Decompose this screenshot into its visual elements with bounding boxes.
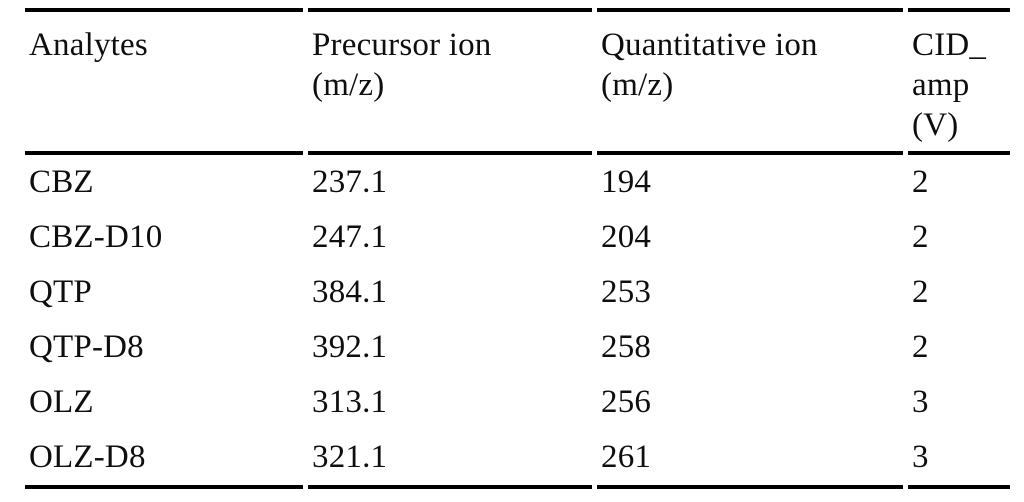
cell-analyte: QTP [29, 274, 92, 310]
cell-analyte: QTP-D8 [29, 329, 144, 365]
cell-cid: 2 [912, 219, 929, 255]
cell-cid: 2 [912, 329, 929, 365]
header-line: CID_ [912, 27, 987, 63]
column-header-precursor-ion: Precursor ion (m/z) [308, 8, 592, 155]
header-row: Analytes Precursor ion (m/z) Quantitativ… [25, 8, 1010, 155]
header-line: Precursor ion [312, 27, 492, 63]
cell-quantitative: 256 [601, 384, 652, 420]
cell-precursor: 392.1 [312, 329, 388, 365]
column-header-quantitative-ion: Quantitative ion (m/z) [597, 8, 903, 155]
cell-precursor: 237.1 [312, 164, 388, 200]
header-line: (m/z) [312, 67, 385, 103]
table-row: CBZ 237.1 194 2 [25, 155, 1010, 210]
cell-cid: 3 [908, 430, 1010, 489]
cell-precursor: 247.1 [312, 219, 388, 255]
msms-parameters-table: Analytes Precursor ion (m/z) Quantitativ… [20, 8, 1015, 489]
table-header: Analytes Precursor ion (m/z) Quantitativ… [25, 8, 1010, 155]
cell-precursor: 384.1 [312, 274, 388, 310]
cell-analyte: OLZ-D8 [25, 430, 303, 489]
table-row: OLZ-D8 321.1 261 3 [25, 430, 1010, 489]
cell-quantitative: 253 [601, 274, 652, 310]
cell-cid: 2 [912, 274, 929, 310]
header-line: Quantitative ion [601, 27, 818, 63]
cell-analyte: CBZ [29, 164, 94, 200]
header-line: amp [912, 67, 970, 103]
cell-analyte: OLZ [29, 384, 94, 420]
column-header-analytes: Analytes [25, 8, 303, 155]
cell-precursor: 321.1 [308, 430, 592, 489]
cell-quantitative: 204 [601, 219, 652, 255]
cell-quantitative: 258 [601, 329, 652, 365]
table-body: CBZ 237.1 194 2 CBZ-D10 247.1 204 2 QTP … [25, 155, 1010, 489]
cell-analyte: CBZ-D10 [29, 219, 163, 255]
table-row: CBZ-D10 247.1 204 2 [25, 210, 1010, 265]
column-header-cid-amp: CID_ amp (V) [908, 8, 1010, 155]
cell-cid: 2 [912, 164, 929, 200]
cell-precursor: 313.1 [312, 384, 388, 420]
header-line: (V) [912, 107, 959, 143]
header-line: Analytes [29, 27, 148, 63]
cell-cid: 3 [912, 384, 929, 420]
table-row: OLZ 313.1 256 3 [25, 375, 1010, 430]
table-row: QTP 384.1 253 2 [25, 265, 1010, 320]
cell-quantitative: 261 [597, 430, 903, 489]
header-line: (m/z) [601, 67, 674, 103]
cell-quantitative: 194 [601, 164, 652, 200]
table-row: QTP-D8 392.1 258 2 [25, 320, 1010, 375]
